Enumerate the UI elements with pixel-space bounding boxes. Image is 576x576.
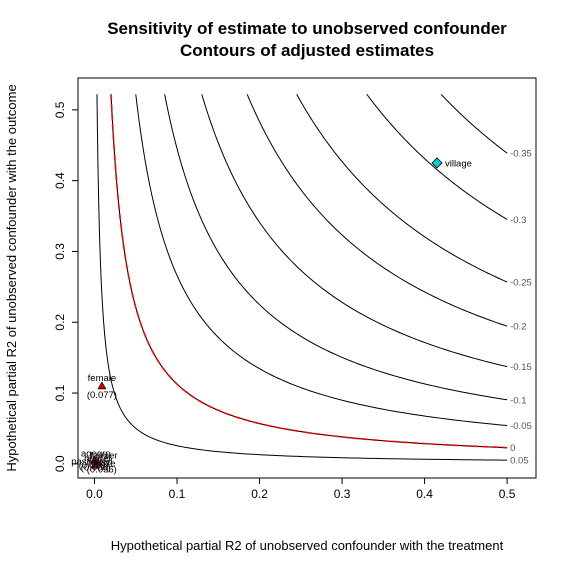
cluster-label: (0.056) bbox=[87, 464, 117, 475]
contour-label: -0.35 bbox=[510, 149, 532, 160]
cluster-label: farmer bbox=[90, 450, 117, 461]
cluster-label: pastvoted bbox=[71, 456, 112, 467]
contour-layer: 0.05 0 -0.05 -0.1 -0.15 -0.2 -0.25 -0.3 -0.35 bbox=[96, 93, 532, 467]
cluster-label: (0.066) bbox=[81, 462, 111, 473]
contour-label: -0.2 bbox=[510, 322, 526, 333]
x-tick-label: 0.3 bbox=[334, 487, 351, 501]
contour-line bbox=[201, 94, 508, 368]
point-village bbox=[431, 157, 443, 169]
cluster-label: herder bbox=[84, 453, 111, 464]
x-tick-label: 0.0 bbox=[86, 487, 103, 501]
x-tick-label: 0.2 bbox=[251, 487, 268, 501]
y-tick-label: 0.4 bbox=[53, 172, 67, 189]
contour-label: -0.1 bbox=[510, 395, 526, 406]
point-label-female: female bbox=[88, 373, 117, 384]
contour-label: -0.15 bbox=[510, 362, 532, 373]
contour-line bbox=[366, 94, 508, 220]
y-tick-label: 0.3 bbox=[53, 243, 67, 260]
axis-layer: 0.0 0.1 0.2 0.3 0.4 0.5 0.0 0.1 0.2 0.3 0.4 0.5 bbox=[53, 101, 516, 501]
contour-label: 0 bbox=[510, 443, 515, 454]
contour-label: 0.05 bbox=[510, 456, 529, 467]
cluster-label: hhsize bbox=[88, 458, 115, 469]
point-layer: village female (0.077) agegrpfarmerherderpa… bbox=[71, 157, 472, 475]
plot-frame bbox=[77, 77, 537, 479]
chart-title: Sensitivity of estimate to unobserved co… bbox=[107, 19, 507, 38]
contour-line bbox=[96, 94, 508, 461]
y-tick-label: 0.1 bbox=[53, 384, 67, 401]
contour-line bbox=[246, 94, 508, 327]
x-axis-label: Hypothetical partial R2 of unobserved co… bbox=[111, 538, 504, 553]
x-tick-label: 0.5 bbox=[499, 487, 516, 501]
y-tick-label: 0.2 bbox=[53, 314, 67, 331]
point-cluster-c bbox=[90, 460, 100, 469]
point-female bbox=[97, 381, 107, 390]
y-tick-label: 0.5 bbox=[53, 101, 67, 118]
cluster-label: (0.059) bbox=[79, 460, 109, 471]
y-axis-label: Hypothetical partial R2 of unobserved co… bbox=[4, 84, 19, 471]
x-tick-label: 0.1 bbox=[169, 487, 186, 501]
contour-label: -0.3 bbox=[510, 215, 526, 226]
x-tick-label: 0.4 bbox=[416, 487, 433, 501]
point-label-village: village bbox=[445, 158, 472, 169]
contour-line-zero bbox=[110, 94, 508, 449]
contour-line bbox=[440, 93, 508, 154]
contour-label: -0.05 bbox=[510, 421, 532, 432]
contour-line bbox=[135, 94, 508, 427]
contour-line bbox=[296, 94, 508, 283]
cluster-label: agegrp bbox=[81, 448, 111, 459]
chart-subtitle: Contours of adjusted estimates bbox=[180, 41, 434, 60]
contour-label: -0.25 bbox=[510, 278, 532, 289]
y-tick-label: 0.0 bbox=[53, 455, 67, 472]
contour-line bbox=[164, 94, 508, 401]
point-value-female: (0.077) bbox=[87, 390, 117, 401]
